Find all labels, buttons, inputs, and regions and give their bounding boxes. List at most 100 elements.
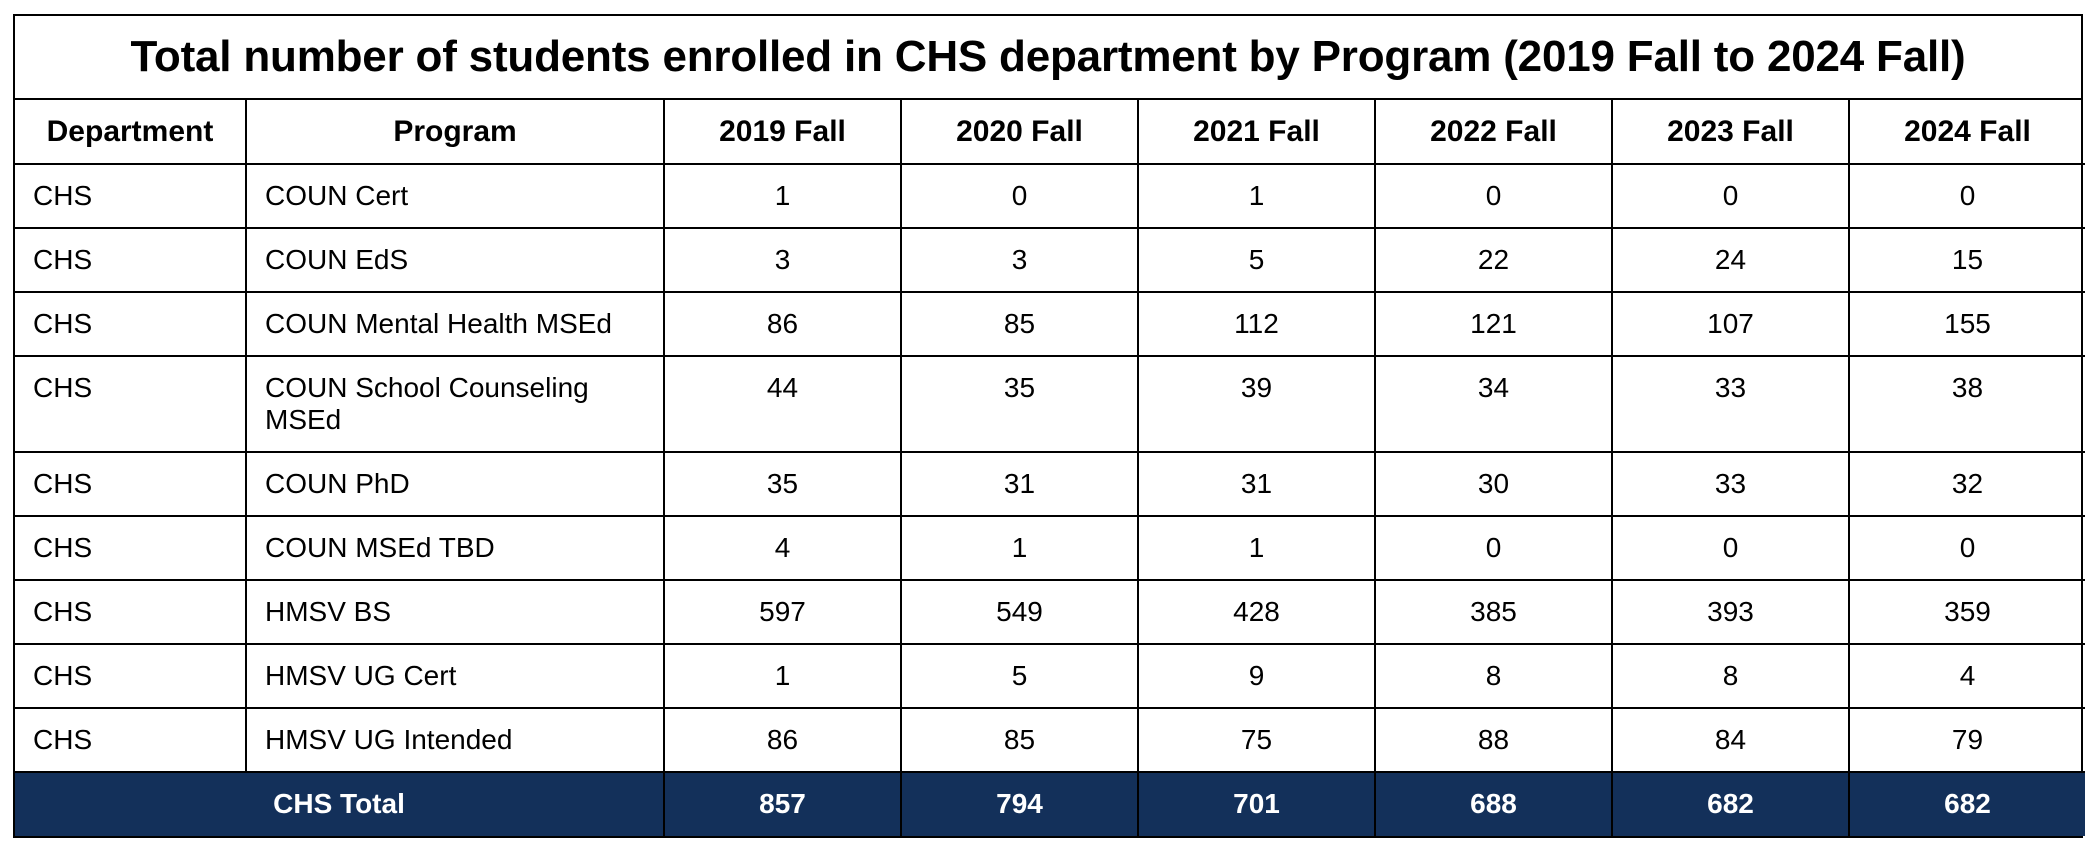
value-2023-fall: 8 (1611, 643, 1850, 709)
value-2019-fall: 35 (663, 451, 902, 517)
value-2023-fall: 393 (1611, 579, 1850, 645)
header-2022-fall: 2022 Fall (1374, 100, 1613, 165)
value-2019-fall: 86 (663, 291, 902, 357)
table-row: CHS COUN EdS 3 3 5 22 24 15 (15, 227, 2085, 293)
total-row: CHS Total 857 794 701 688 682 682 (15, 771, 2085, 836)
value-2024-fall: 155 (1848, 291, 2085, 357)
department-cell: CHS (15, 163, 247, 229)
program-cell: COUN EdS (245, 227, 665, 293)
program-cell: HMSV UG Intended (245, 707, 665, 773)
total-2022-fall: 688 (1374, 771, 1613, 836)
value-2023-fall: 33 (1611, 355, 1850, 453)
header-2021-fall: 2021 Fall (1137, 100, 1376, 165)
value-2022-fall: 385 (1374, 579, 1613, 645)
department-cell: CHS (15, 291, 247, 357)
total-label: CHS Total (15, 771, 665, 836)
table-row: CHS COUN Mental Health MSEd 86 85 112 12… (15, 291, 2085, 357)
enrollment-table: Department Program 2019 Fall 2020 Fall 2… (15, 100, 2085, 836)
value-2023-fall: 0 (1611, 163, 1850, 229)
table-row: CHS COUN PhD 35 31 31 30 33 32 (15, 451, 2085, 517)
total-2023-fall: 682 (1611, 771, 1850, 836)
value-2024-fall: 0 (1848, 163, 2085, 229)
value-2024-fall: 359 (1848, 579, 2085, 645)
value-2022-fall: 121 (1374, 291, 1613, 357)
total-2019-fall: 857 (663, 771, 902, 836)
value-2019-fall: 1 (663, 643, 902, 709)
value-2024-fall: 79 (1848, 707, 2085, 773)
value-2022-fall: 8 (1374, 643, 1613, 709)
program-cell: HMSV BS (245, 579, 665, 645)
enrollment-table-sheet: Total number of students enrolled in CHS… (13, 14, 2085, 838)
value-2023-fall: 33 (1611, 451, 1850, 517)
table-title: Total number of students enrolled in CHS… (15, 16, 2081, 100)
value-2024-fall: 4 (1848, 643, 2085, 709)
value-2023-fall: 107 (1611, 291, 1850, 357)
value-2020-fall: 85 (900, 291, 1139, 357)
value-2019-fall: 44 (663, 355, 902, 453)
table-row: CHS COUN School Counseling MSEd 44 35 39… (15, 355, 2085, 453)
value-2021-fall: 428 (1137, 579, 1376, 645)
department-cell: CHS (15, 227, 247, 293)
value-2021-fall: 39 (1137, 355, 1376, 453)
header-2024-fall: 2024 Fall (1848, 100, 2085, 165)
value-2020-fall: 85 (900, 707, 1139, 773)
program-cell: COUN School Counseling MSEd (245, 355, 665, 453)
header-2019-fall: 2019 Fall (663, 100, 902, 165)
value-2020-fall: 5 (900, 643, 1139, 709)
value-2020-fall: 1 (900, 515, 1139, 581)
table-row: CHS HMSV UG Cert 1 5 9 8 8 4 (15, 643, 2085, 709)
value-2019-fall: 3 (663, 227, 902, 293)
program-cell: COUN Mental Health MSEd (245, 291, 665, 357)
department-cell: CHS (15, 451, 247, 517)
value-2023-fall: 0 (1611, 515, 1850, 581)
header-row: Department Program 2019 Fall 2020 Fall 2… (15, 100, 2085, 165)
value-2020-fall: 549 (900, 579, 1139, 645)
value-2020-fall: 0 (900, 163, 1139, 229)
value-2019-fall: 4 (663, 515, 902, 581)
header-program: Program (245, 100, 665, 165)
value-2020-fall: 3 (900, 227, 1139, 293)
value-2022-fall: 0 (1374, 163, 1613, 229)
value-2020-fall: 31 (900, 451, 1139, 517)
value-2021-fall: 5 (1137, 227, 1376, 293)
value-2023-fall: 84 (1611, 707, 1850, 773)
department-cell: CHS (15, 707, 247, 773)
total-2024-fall: 682 (1848, 771, 2085, 836)
department-cell: CHS (15, 355, 247, 453)
value-2022-fall: 30 (1374, 451, 1613, 517)
program-cell: HMSV UG Cert (245, 643, 665, 709)
value-2024-fall: 32 (1848, 451, 2085, 517)
value-2024-fall: 15 (1848, 227, 2085, 293)
department-cell: CHS (15, 643, 247, 709)
total-2021-fall: 701 (1137, 771, 1376, 836)
table-row: CHS HMSV BS 597 549 428 385 393 359 (15, 579, 2085, 645)
value-2023-fall: 24 (1611, 227, 1850, 293)
value-2020-fall: 35 (900, 355, 1139, 453)
value-2019-fall: 86 (663, 707, 902, 773)
program-cell: COUN Cert (245, 163, 665, 229)
header-2023-fall: 2023 Fall (1611, 100, 1850, 165)
table-row: CHS COUN Cert 1 0 1 0 0 0 (15, 163, 2085, 229)
value-2021-fall: 112 (1137, 291, 1376, 357)
table-row: CHS HMSV UG Intended 86 85 75 88 84 79 (15, 707, 2085, 773)
table-row: CHS COUN MSEd TBD 4 1 1 0 0 0 (15, 515, 2085, 581)
program-cell: COUN PhD (245, 451, 665, 517)
department-cell: CHS (15, 515, 247, 581)
value-2019-fall: 597 (663, 579, 902, 645)
value-2021-fall: 1 (1137, 515, 1376, 581)
value-2024-fall: 0 (1848, 515, 2085, 581)
value-2022-fall: 88 (1374, 707, 1613, 773)
value-2022-fall: 34 (1374, 355, 1613, 453)
total-2020-fall: 794 (900, 771, 1139, 836)
value-2021-fall: 9 (1137, 643, 1376, 709)
value-2021-fall: 1 (1137, 163, 1376, 229)
department-cell: CHS (15, 579, 247, 645)
header-department: Department (15, 100, 247, 165)
header-2020-fall: 2020 Fall (900, 100, 1139, 165)
value-2022-fall: 22 (1374, 227, 1613, 293)
value-2022-fall: 0 (1374, 515, 1613, 581)
value-2021-fall: 75 (1137, 707, 1376, 773)
program-cell: COUN MSEd TBD (245, 515, 665, 581)
value-2021-fall: 31 (1137, 451, 1376, 517)
value-2019-fall: 1 (663, 163, 902, 229)
